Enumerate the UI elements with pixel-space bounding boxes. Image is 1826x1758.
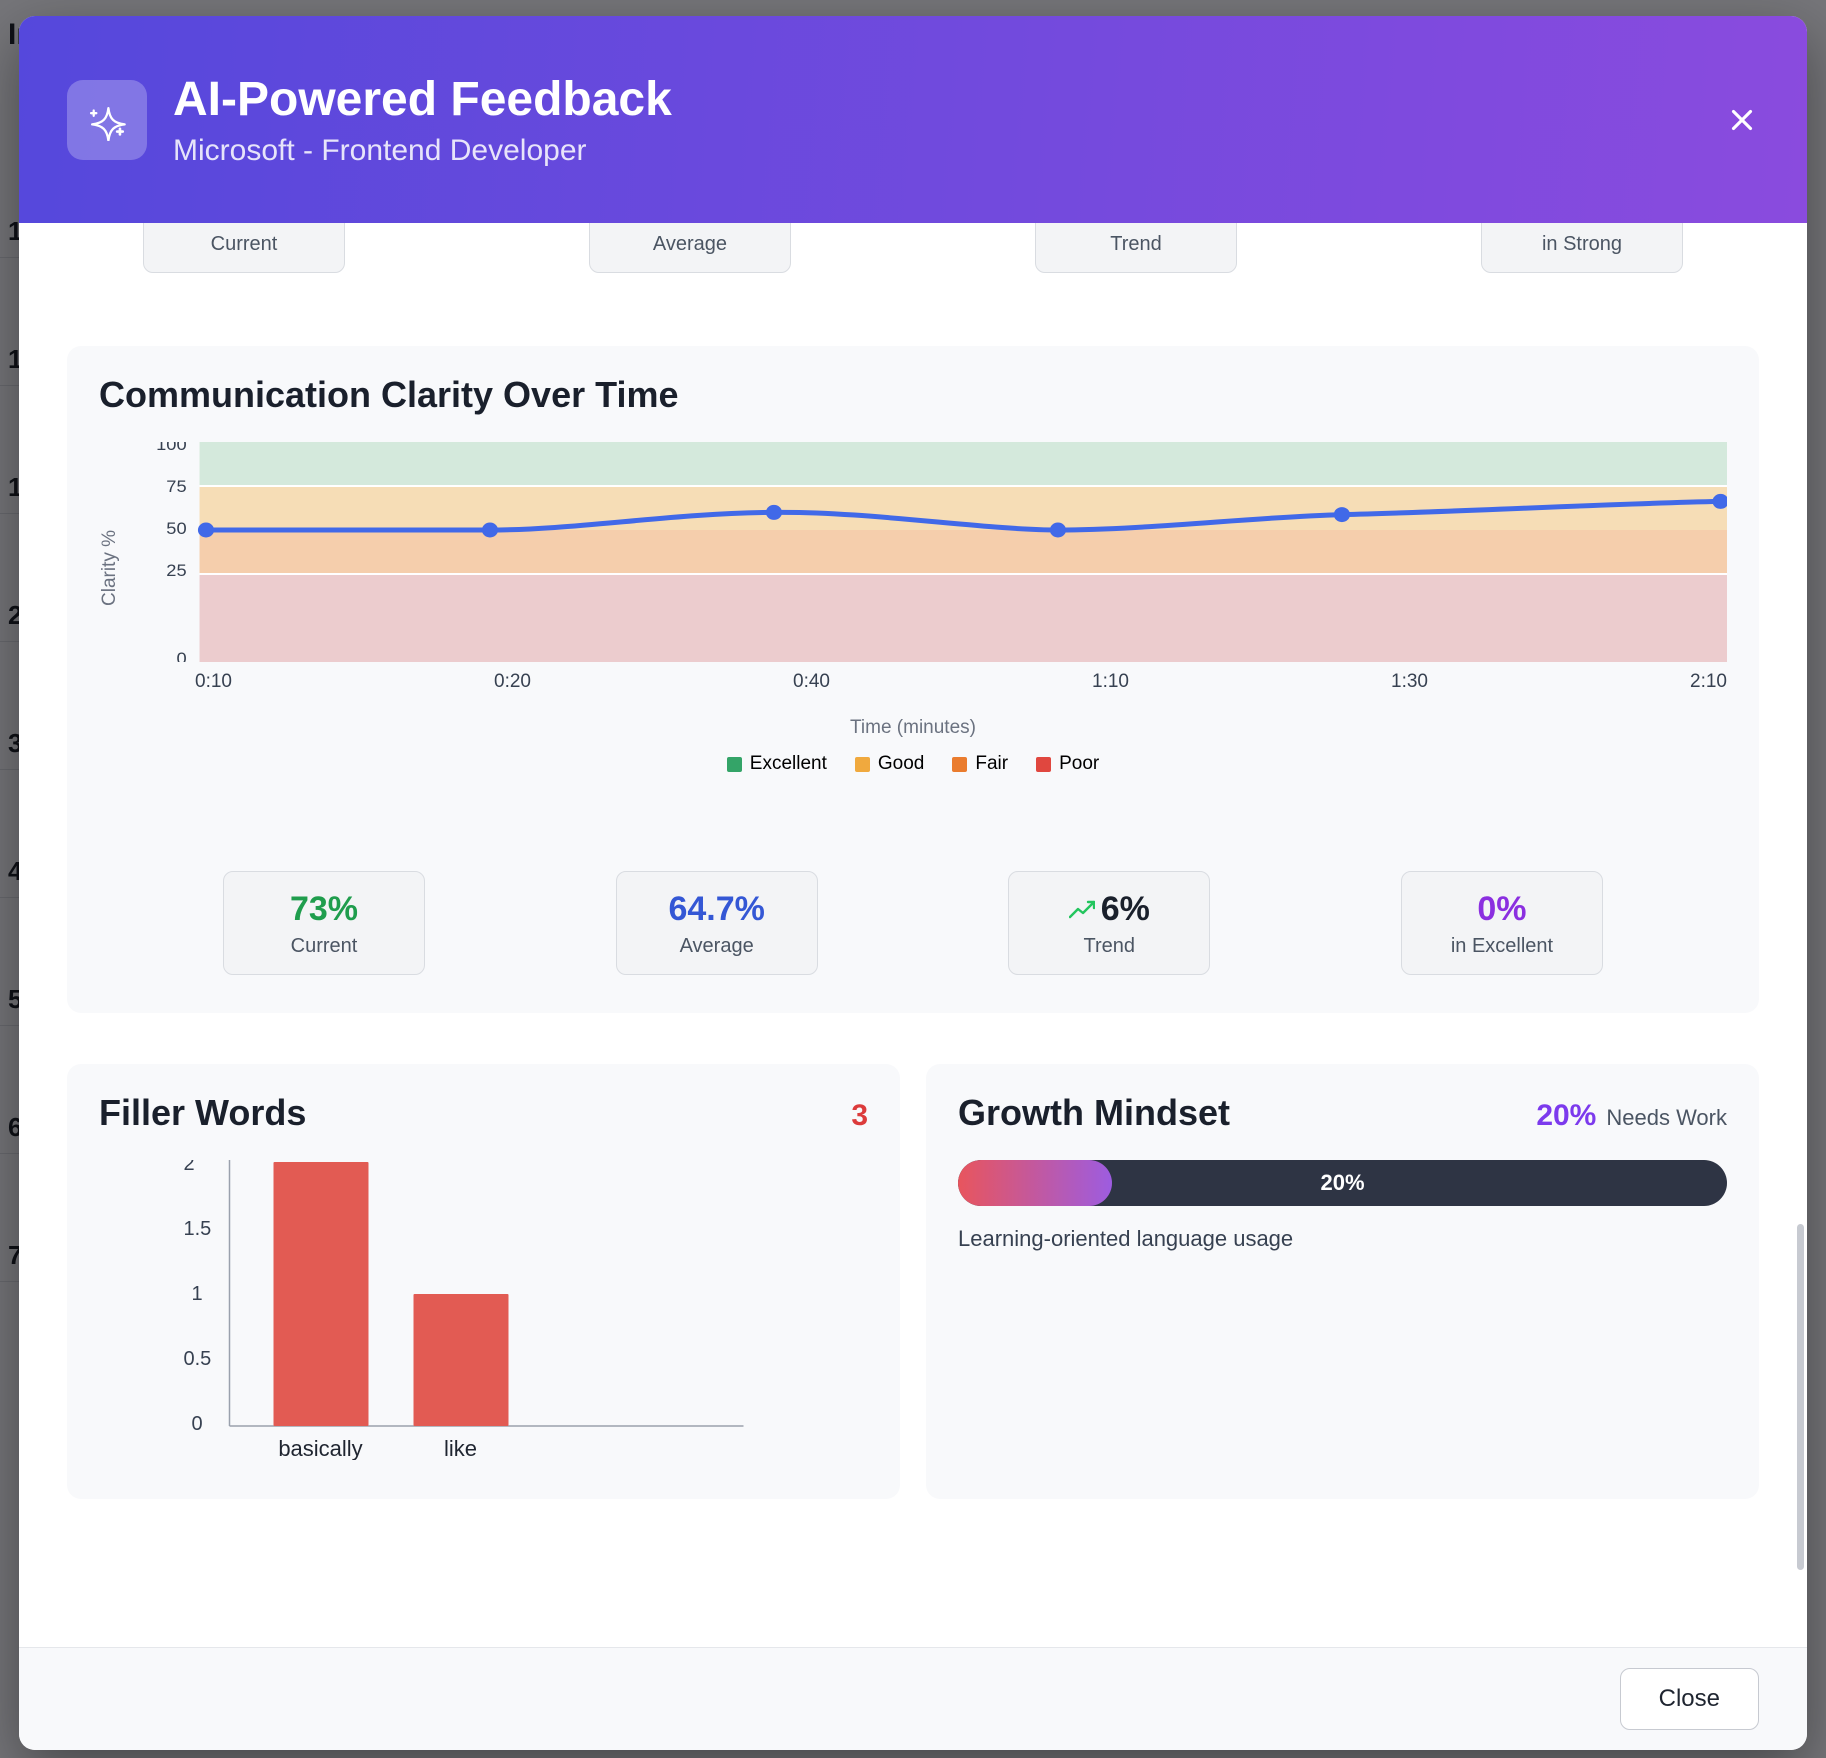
- svg-text:1: 1: [192, 1283, 203, 1305]
- svg-text:1.5: 1.5: [184, 1218, 212, 1240]
- svg-text:0: 0: [176, 649, 186, 662]
- svg-text:like: like: [444, 1436, 477, 1460]
- svg-text:0.5: 0.5: [184, 1348, 212, 1370]
- svg-text:25: 25: [166, 561, 187, 580]
- svg-text:75: 75: [166, 477, 187, 496]
- svg-text:50: 50: [166, 519, 187, 538]
- svg-text:100: 100: [156, 442, 187, 454]
- svg-text:2: 2: [184, 1160, 195, 1175]
- svg-text:0: 0: [192, 1413, 203, 1435]
- svg-text:basically: basically: [278, 1436, 362, 1460]
